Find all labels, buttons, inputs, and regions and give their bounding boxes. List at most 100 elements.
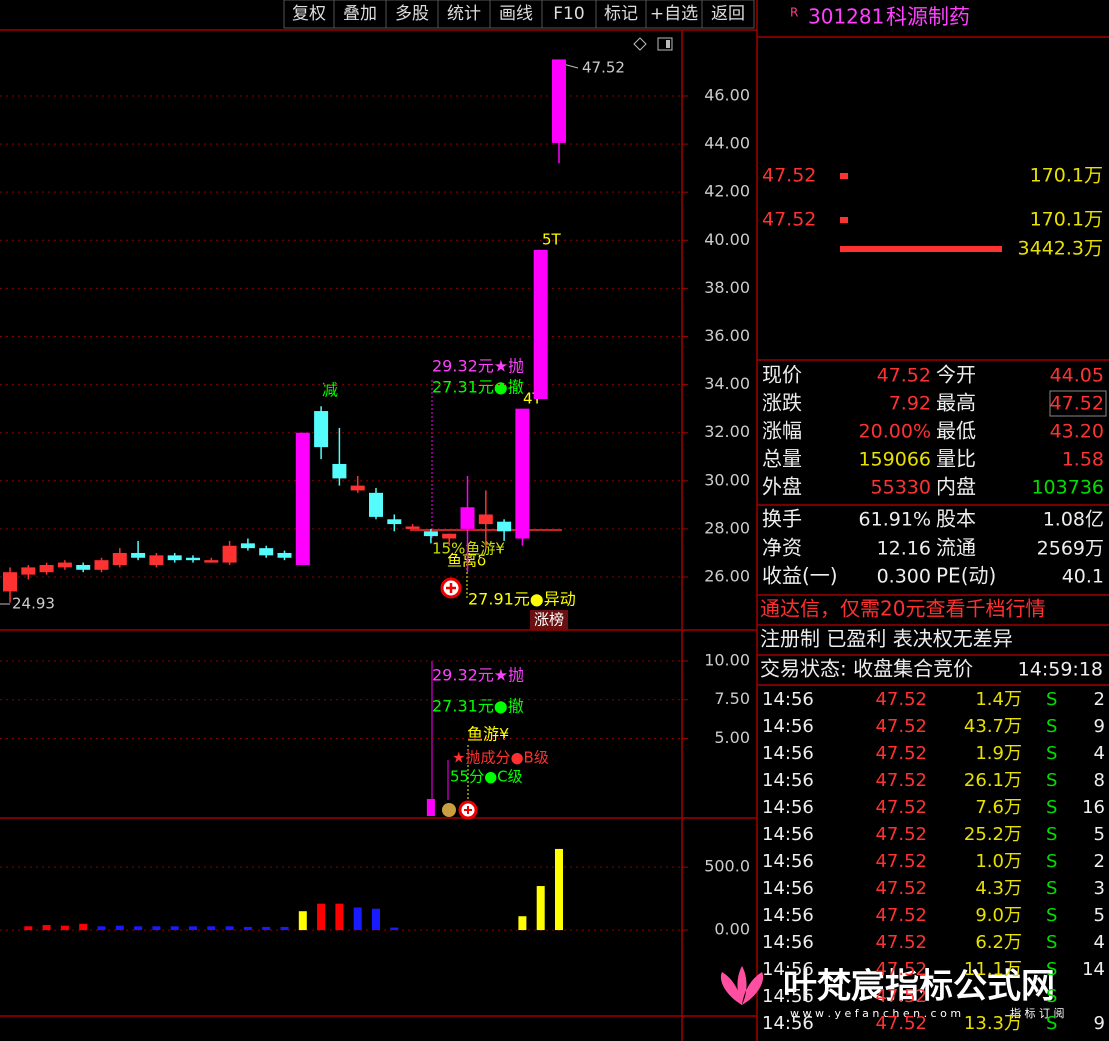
trade-cell: S (1046, 878, 1057, 899)
trade-cell: 3 (1094, 878, 1105, 899)
trade-cell: 47.52 (875, 932, 927, 953)
watermark-url: w w w . y e f a n c h e n . c o m (790, 1007, 961, 1020)
trade-cell: S (1046, 932, 1057, 953)
toolbar-button[interactable] (701, 0, 755, 29)
trade-cell: 6.2万 (975, 932, 1022, 953)
bar (79, 923, 88, 931)
trade-cell: S (1046, 797, 1057, 818)
candle-body (21, 567, 36, 575)
trade-cell: 14:56 (762, 770, 814, 791)
stock-name: 科源制药 (886, 5, 970, 29)
trade-cell: S (1046, 905, 1057, 926)
trade-cell: S (1046, 986, 1057, 1007)
candle-body (240, 543, 255, 549)
toolbar-button[interactable] (541, 0, 597, 29)
trade-cell: 5 (1094, 824, 1105, 845)
quote-label: 收益(一) (762, 564, 838, 588)
bar (170, 926, 179, 931)
trade-cell: S (1046, 770, 1057, 791)
trade-cell: 14:56 (762, 986, 814, 1007)
candle-body (332, 463, 347, 479)
quote-value: 61.91% (859, 509, 931, 531)
quote-value: 7.92 (889, 393, 931, 415)
toolbar-button[interactable] (645, 0, 703, 29)
trade-cell: S (1046, 689, 1057, 710)
quote-label: PE(动) (936, 564, 996, 588)
toolbar-label[interactable]: 多股 (395, 4, 429, 24)
candle-body (515, 408, 530, 539)
bar (317, 903, 326, 931)
candle-body (94, 560, 109, 570)
order-volume: 170.1万 (1030, 209, 1103, 231)
order-marker (840, 173, 848, 179)
diamond-icon[interactable] (633, 37, 647, 51)
y-tick-label: 10.00 (704, 650, 750, 669)
trade-cell: 9 (1094, 716, 1105, 737)
toolbar-label[interactable]: 标记 (604, 4, 638, 24)
quote-label: 换手 (762, 507, 802, 531)
y-tick-label: 28.00 (704, 518, 750, 537)
trade-cell: 4 (1094, 932, 1105, 953)
quote-value: 2569万 (1037, 538, 1104, 560)
toolbar-button[interactable] (437, 0, 491, 29)
bar (555, 848, 563, 931)
bar (134, 926, 143, 931)
trade-cell: 14:56 (762, 905, 814, 926)
stock-flag: R (790, 6, 798, 20)
toolbar-label[interactable]: +自选 (650, 4, 698, 24)
toolbar-label[interactable]: F10 (553, 4, 584, 24)
trade-cell: 47.52 (875, 716, 927, 737)
candle-body (314, 411, 329, 448)
trade-cell: 47.52 (875, 905, 927, 926)
toolbar-button[interactable] (333, 0, 387, 29)
quote-value: 47.52 (1050, 393, 1104, 415)
candle-body (369, 492, 383, 517)
candle-body (76, 564, 91, 570)
trade-cell: 1.4万 (975, 689, 1022, 710)
order-volume: 170.1万 (1030, 165, 1103, 187)
signal-label: 55分●C级 (450, 768, 523, 786)
quote-label: 总量 (762, 447, 802, 471)
signal-label: 鱼游¥ (467, 725, 509, 744)
toolbar-label[interactable]: 统计 (447, 4, 481, 24)
quote-label: 今开 (936, 363, 976, 387)
buy-icon-cross (446, 583, 456, 593)
trade-cell: 14:56 (762, 1013, 814, 1034)
toolbar-button[interactable] (283, 0, 335, 29)
trade-cell: 14:56 (762, 878, 814, 899)
signal-label: 29.32元★抛 (432, 357, 524, 376)
toolbar-label[interactable]: 画线 (499, 4, 533, 24)
signal-label: 5T (542, 231, 562, 249)
trade-cell: 47.52 (875, 1013, 927, 1034)
candle-body (112, 552, 127, 565)
candle-body (259, 548, 274, 556)
y-tick-label: 46.00 (704, 85, 750, 104)
panel-icon[interactable] (657, 37, 673, 51)
trade-cell: 47.52 (875, 797, 927, 818)
toolbar-button[interactable] (489, 0, 543, 29)
bar (518, 916, 527, 931)
trade-cell: 26.1万 (964, 770, 1022, 791)
trade-cell: 14:56 (762, 797, 814, 818)
candle-body (39, 564, 54, 573)
trade-cell: 8 (1094, 770, 1105, 791)
toolbar-label[interactable]: 复权 (292, 4, 326, 24)
quote-value: 43.20 (1050, 421, 1104, 443)
candle-body (295, 432, 310, 565)
quote-label: 涨幅 (762, 419, 802, 443)
toolbar-label[interactable]: 返回 (711, 4, 745, 24)
order-price: 47.52 (762, 165, 816, 187)
candle-body (149, 555, 164, 565)
quote-value: 1.58 (1062, 449, 1104, 471)
quote-value: 44.05 (1050, 365, 1104, 387)
toolbar-label[interactable]: 叠加 (343, 4, 377, 24)
candle-body (204, 560, 219, 563)
candle-body (222, 545, 237, 563)
trade-cell: S (1046, 959, 1057, 980)
quote-label: 现价 (762, 363, 802, 387)
y-tick-label: 500.0 (704, 857, 750, 876)
quote-value: 40.1 (1062, 566, 1104, 588)
quote-label: 股本 (936, 507, 976, 531)
notice[interactable]: 通达信，仅需20元查看千档行情 (760, 597, 1045, 621)
bar (225, 926, 234, 931)
